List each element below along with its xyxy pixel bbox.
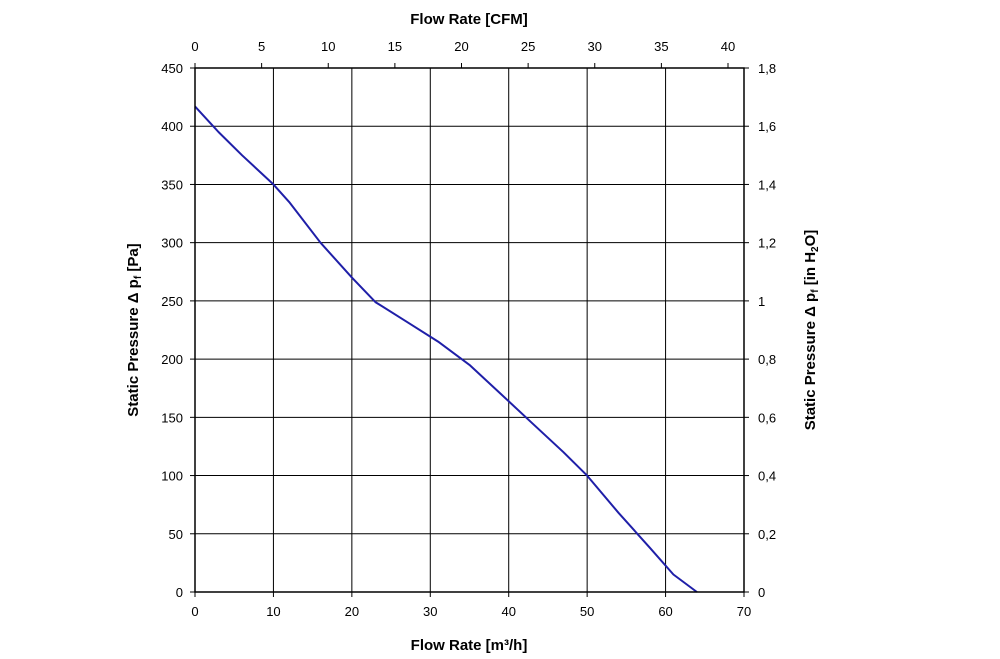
right-axis-tick-label: 0,6 <box>758 410 776 425</box>
left-axis-tick-label: 250 <box>161 294 183 309</box>
left-axis-tick-label: 50 <box>169 527 183 542</box>
tick-marks <box>190 63 749 597</box>
right-axis-tick-label: 0 <box>758 585 765 600</box>
right-axis-tick-label: 1,4 <box>758 177 776 192</box>
right-axis-tick-label: 0,4 <box>758 469 776 484</box>
top-axis-tick-label: 15 <box>388 39 402 54</box>
top-axis-tick-label: 35 <box>654 39 668 54</box>
right-axis-tick-label: 1,2 <box>758 236 776 251</box>
right-axis-tick-label: 1 <box>758 294 765 309</box>
left-axis-tick-label: 350 <box>161 177 183 192</box>
left-axis-tick-label: 150 <box>161 410 183 425</box>
top-axis-tick-label: 40 <box>721 39 735 54</box>
pressure-curve-line <box>194 105 698 593</box>
bottom-axis-tick-label: 70 <box>737 604 751 619</box>
left-axis-tick-label: 0 <box>176 585 183 600</box>
bottom-axis-tick-label: 60 <box>658 604 672 619</box>
bottom-axis-tick-label: 0 <box>191 604 198 619</box>
series-group <box>194 105 698 593</box>
bottom-axis-tick-label: 40 <box>501 604 515 619</box>
top-axis-title: Flow Rate [CFM] <box>410 11 528 28</box>
right-axis-tick-label: 0,2 <box>758 527 776 542</box>
left-axis-tick-label: 100 <box>161 469 183 484</box>
tick-labels: 0 10 20 30 40 50 60 700 5 10 15 20 25 30 35 40050100150… <box>161 39 776 619</box>
bottom-axis-tick-label: 50 <box>580 604 594 619</box>
top-axis-tick-label: 10 <box>321 39 335 54</box>
bottom-axis-tick-label: 30 <box>423 604 437 619</box>
bottom-axis-tick-label: 10 <box>266 604 280 619</box>
top-axis-tick-label: 30 <box>588 39 602 54</box>
left-axis-tick-label: 300 <box>161 236 183 251</box>
top-axis-tick-label: 0 <box>191 39 198 54</box>
right-axis-tick-label: 1,8 <box>758 61 776 76</box>
bottom-axis-tick-label: 20 <box>345 604 359 619</box>
left-axis-tick-label: 200 <box>161 352 183 367</box>
top-axis-tick-label: 20 <box>454 39 468 54</box>
top-axis-tick-label: 5 <box>258 39 265 54</box>
left-axis-tick-label: 450 <box>161 61 183 76</box>
right-axis-tick-label: 0,8 <box>758 352 776 367</box>
right-axis-tick-label: 1,6 <box>758 119 776 134</box>
left-axis-tick-label: 400 <box>161 119 183 134</box>
top-axis-tick-label: 25 <box>521 39 535 54</box>
right-axis-title: Static Pressure Δ pf [in H2O] <box>802 230 821 431</box>
grid-lines <box>195 68 744 592</box>
left-axis-title: Static Pressure Δ pf [Pa] <box>125 243 144 416</box>
bottom-axis-title: Flow Rate [m³/h] <box>411 637 528 654</box>
plot-area-frame <box>194 67 745 593</box>
